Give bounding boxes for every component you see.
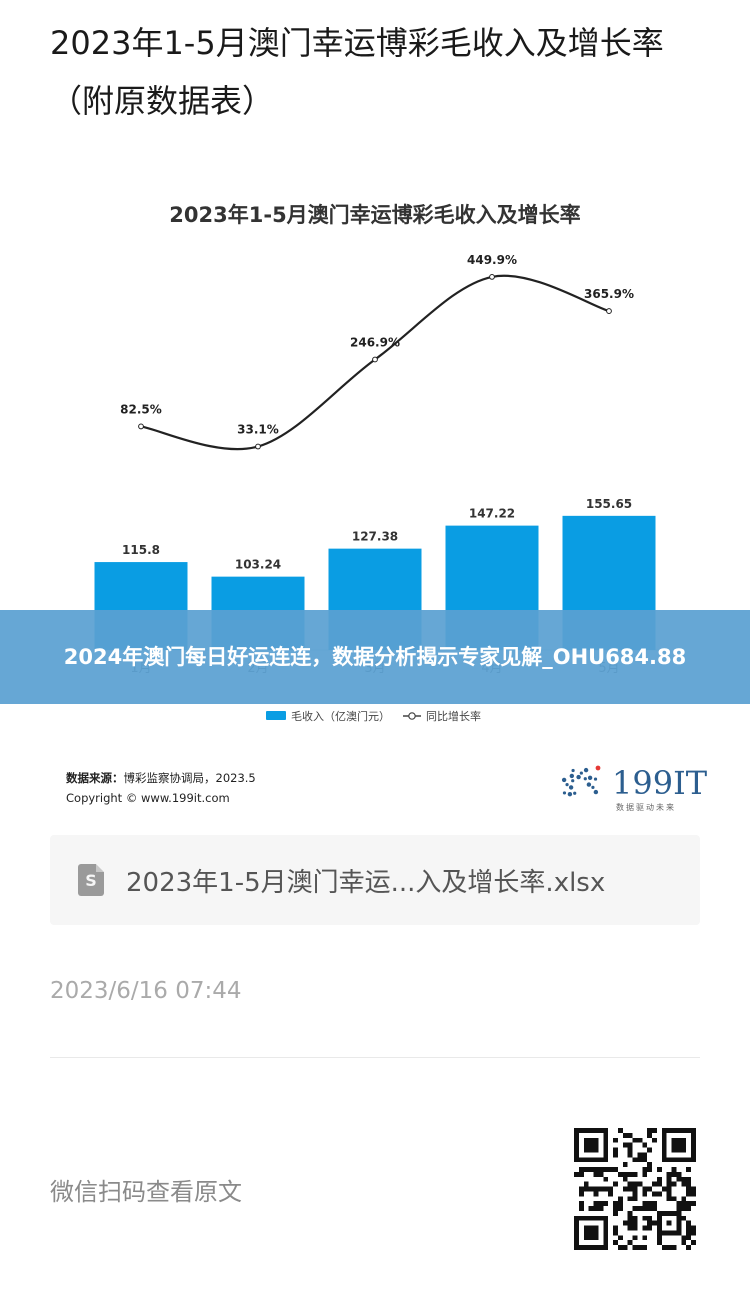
logo-text: 199IT xyxy=(612,764,708,802)
growth-rate-label: 449.9% xyxy=(467,253,517,267)
logo-dot xyxy=(562,791,567,795)
revenue-data-label: 127.38 xyxy=(352,530,398,544)
attachment-card[interactable]: S 2023年1-5月澳门幸运...入及增长率.xlsx xyxy=(50,835,700,925)
legend-line-marker xyxy=(408,712,416,720)
revenue-data-label: 115.8 xyxy=(122,543,160,557)
logo-dot xyxy=(571,779,575,783)
logo-dot xyxy=(569,773,575,779)
logo-dot xyxy=(567,791,573,797)
growth-rate-label: 246.9% xyxy=(350,336,400,350)
logo-dot xyxy=(571,768,575,773)
growth-rate-line xyxy=(140,274,610,451)
growth-rate-point xyxy=(489,273,495,280)
chart-image: 2023年1-5月澳门幸运博彩毛收入及增长率 115.8 103.24 127.38… xyxy=(0,180,750,820)
source-value: 博彩监察协调局，2023.5 xyxy=(124,771,256,785)
legend-line-label: 同比增长率 xyxy=(426,709,481,723)
growth-rate-label: 82.5% xyxy=(120,402,162,416)
logo-dot xyxy=(579,771,583,775)
qr-code-icon[interactable] xyxy=(574,1128,696,1250)
copyright-text: Copyright © www.199it.com xyxy=(66,791,230,805)
revenue-data-label: 155.65 xyxy=(586,497,632,511)
overlay-banner[interactable]: 2024年澳门每日好运连连，数据分析揭示专家见解_OHU684.88 xyxy=(0,610,750,704)
attachment-file-name[interactable]: 2023年1-5月澳门幸运...入及增长率.xlsx xyxy=(126,867,606,898)
spreadsheet-file-icon: S xyxy=(78,864,104,896)
logo-slogan: 数据驱动未来 xyxy=(616,802,676,812)
logo-dot xyxy=(573,791,577,795)
growth-rate-point xyxy=(138,423,144,430)
publish-timestamp: 2023/6/16 07:44 xyxy=(50,978,242,1004)
logo-dot xyxy=(583,777,587,781)
logo-burst-icon xyxy=(561,765,601,797)
logo-dot xyxy=(586,782,592,787)
source-label: 数据来源： xyxy=(66,771,124,785)
199it-logo: 199IT 数据驱动未来 xyxy=(561,764,708,812)
logo-dot xyxy=(565,783,569,787)
chart-title: 2023年1-5月澳门幸运博彩毛收入及增长率 xyxy=(169,203,580,227)
revenue-chart: 2023年1-5月澳门幸运博彩毛收入及增长率 115.8 103.24 127.38… xyxy=(66,203,708,812)
growth-rate-point xyxy=(606,308,612,314)
growth-rate-label: 33.1% xyxy=(237,423,279,437)
growth-rate-point xyxy=(255,443,261,450)
growth-rate-point xyxy=(372,356,378,363)
chart-legend: 毛收入（亿澳门元） 同比增长率 xyxy=(266,709,481,723)
logo-dot xyxy=(587,775,593,781)
page-title: 2023年1-5月澳门幸运博彩毛收入及增长率（附原数据表） xyxy=(50,24,664,120)
svg-text:数据来源：博彩监察协调局，2023.5: 数据来源：博彩监察协调局，2023.5 xyxy=(66,771,256,785)
revenue-data-label: 147.22 xyxy=(469,507,515,521)
chart-source: 数据来源：博彩监察协调局，2023.5 Copyright © www.199i… xyxy=(66,771,256,805)
growth-rate-label: 365.9% xyxy=(584,287,634,301)
logo-dot xyxy=(561,777,567,783)
logo-dot xyxy=(591,785,595,789)
revenue-data-label: 103.24 xyxy=(235,558,281,572)
logo-dot xyxy=(593,777,598,781)
divider xyxy=(50,1057,700,1058)
legend-bar-label: 毛收入（亿澳门元） xyxy=(291,709,390,723)
legend-bar-swatch xyxy=(266,711,286,720)
banner-text[interactable]: 2024年澳门每日好运连连，数据分析揭示专家见解_OHU684.88 xyxy=(63,645,687,669)
logo-red-dot xyxy=(595,765,601,771)
logo-dot xyxy=(583,767,589,773)
read-original-label: 微信扫码查看原文 xyxy=(50,1178,242,1206)
logo-dot xyxy=(593,789,599,795)
logo-dot xyxy=(568,785,574,790)
logo-dot xyxy=(576,774,581,780)
